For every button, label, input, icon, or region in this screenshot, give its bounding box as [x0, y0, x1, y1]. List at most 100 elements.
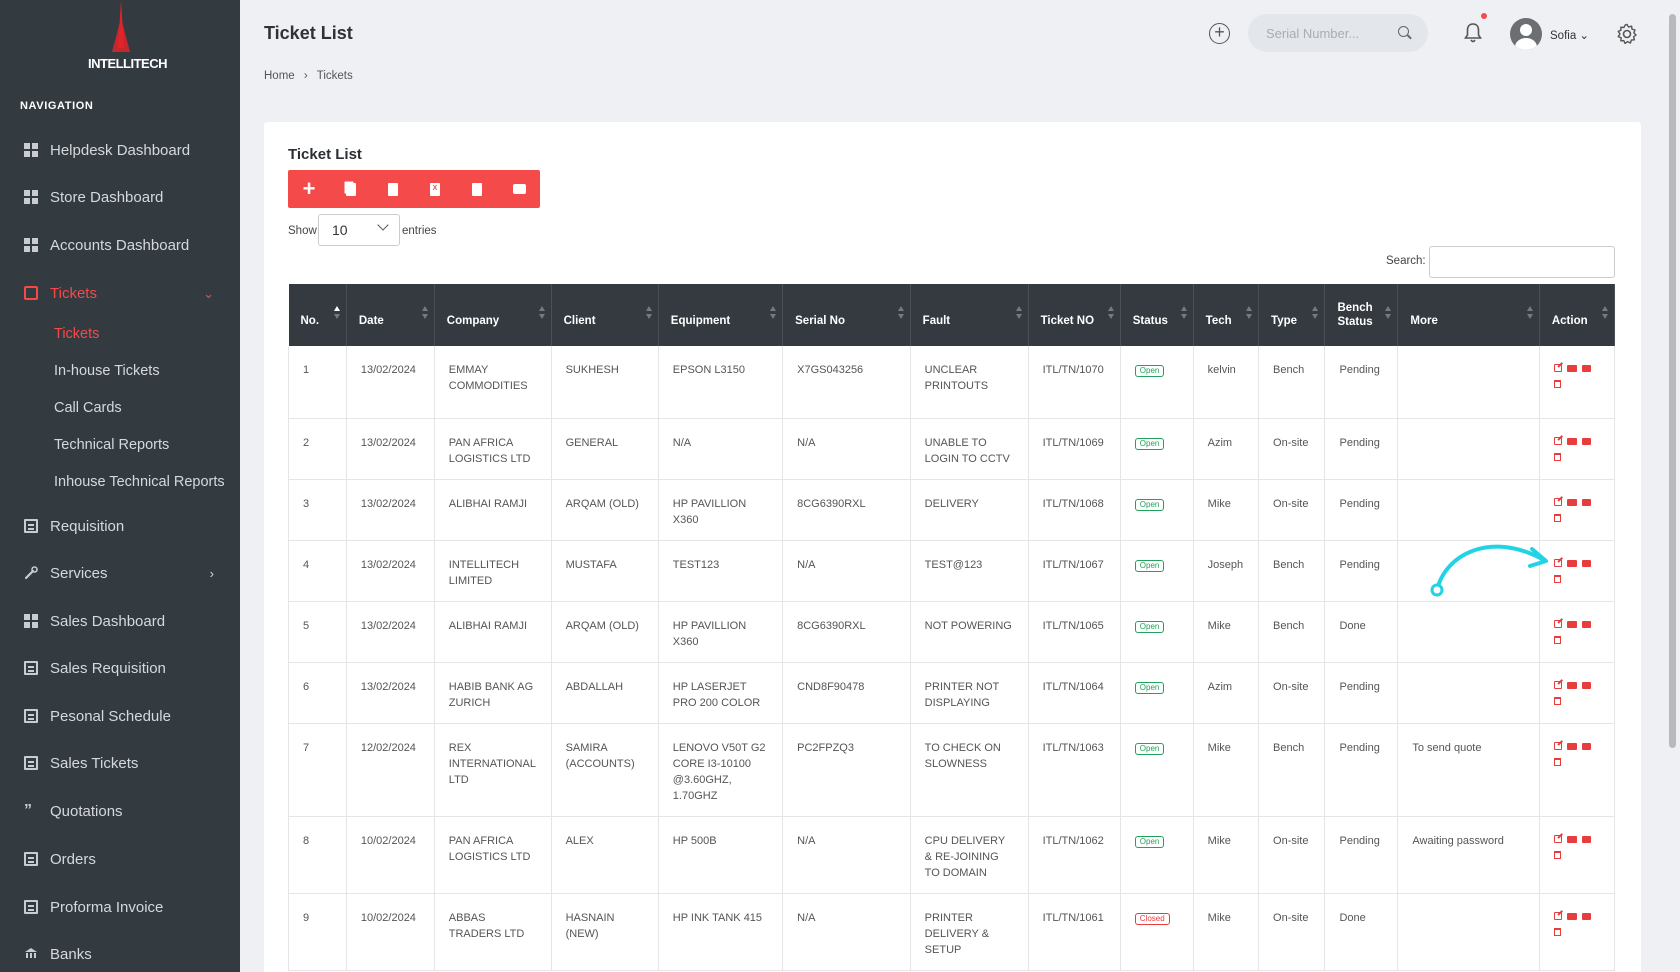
- sidebar-item-quotations[interactable]: ” Quotations: [0, 791, 240, 831]
- trash-icon[interactable]: [1553, 452, 1561, 461]
- truck-icon[interactable]: [1566, 742, 1577, 750]
- printer-icon[interactable]: [1581, 835, 1591, 843]
- edit-icon[interactable]: [1553, 364, 1562, 372]
- csv-button[interactable]: [372, 170, 414, 208]
- copy-button[interactable]: [330, 170, 372, 208]
- sidebar-subitem-tickets[interactable]: Tickets: [54, 326, 100, 342]
- table-row[interactable]: 7 12/02/2024 REX INTERNATIONAL LTD SAMIRA (…: [288, 723, 1616, 817]
- column-header-type[interactable]: Type: [1258, 284, 1326, 346]
- column-header-ticket-no[interactable]: Ticket NO: [1028, 284, 1121, 346]
- breadcrumb-home[interactable]: Home: [264, 70, 295, 82]
- cell-equipment: N/A: [658, 418, 784, 480]
- sidebar-subitem-inhouse-tickets[interactable]: In-house Tickets: [54, 363, 160, 379]
- trash-icon[interactable]: [1553, 757, 1561, 766]
- sidebar-item-accounts-dashboard[interactable]: Accounts Dashboard: [0, 225, 240, 265]
- printer-icon[interactable]: [1581, 912, 1591, 920]
- column-header-action[interactable]: Action: [1539, 284, 1616, 346]
- trash-icon[interactable]: [1553, 696, 1561, 705]
- trash-icon[interactable]: [1553, 513, 1561, 522]
- sidebar-subitem-call-cards[interactable]: Call Cards: [54, 400, 122, 416]
- sidebar-subitem-inhouse-technical-reports[interactable]: Inhouse Technical Reports: [54, 474, 225, 490]
- sidebar-item-sales-dashboard[interactable]: Sales Dashboard: [0, 601, 240, 641]
- intellitech-logo[interactable]: INTELLITECH: [88, 0, 168, 78]
- table-row[interactable]: 6 13/02/2024 HABIB BANK AG ZURICH ABDALLAH H…: [288, 662, 1616, 724]
- page-scrollbar[interactable]: [1669, 14, 1676, 748]
- sidebar-item-sales-requisition[interactable]: Sales Requisition: [0, 648, 240, 688]
- column-header-bench-status[interactable]: Bench Status: [1324, 284, 1399, 346]
- column-header-serial-no[interactable]: Serial No: [782, 284, 911, 346]
- table-row[interactable]: 5 13/02/2024 ALIBHAI RAMJI ARQAM (OLD) HP PA…: [288, 601, 1616, 663]
- bell-icon[interactable]: [1463, 22, 1483, 44]
- excel-button[interactable]: X: [414, 170, 456, 208]
- column-header-company[interactable]: Company: [434, 284, 552, 346]
- edit-icon[interactable]: [1553, 680, 1562, 689]
- table-row[interactable]: 3 13/02/2024 ALIBHAI RAMJI ARQAM (OLD) HP PA…: [288, 479, 1616, 541]
- trash-icon[interactable]: [1553, 635, 1561, 644]
- printer-icon[interactable]: [1581, 559, 1591, 567]
- truck-icon[interactable]: [1566, 498, 1577, 506]
- trash-icon[interactable]: [1553, 850, 1561, 859]
- truck-icon[interactable]: [1566, 437, 1577, 445]
- sidebar-item-requisition[interactable]: Requisition: [0, 506, 240, 546]
- truck-icon[interactable]: [1566, 835, 1577, 843]
- print-button[interactable]: [498, 170, 540, 208]
- sidebar-item-tickets[interactable]: Tickets ⌄: [0, 273, 240, 313]
- sidebar-item-helpdesk-dashboard[interactable]: Helpdesk Dashboard: [0, 130, 240, 170]
- column-header-equipment[interactable]: Equipment: [658, 284, 784, 346]
- cell-no: 2: [288, 418, 347, 480]
- gear-icon[interactable]: [1615, 22, 1639, 46]
- entries-select[interactable]: 10: [318, 214, 400, 246]
- serial-search-input[interactable]: [1248, 14, 1428, 52]
- printer-icon[interactable]: [1581, 498, 1591, 506]
- column-label: Company: [446, 315, 500, 327]
- truck-icon[interactable]: [1566, 620, 1577, 628]
- printer-icon[interactable]: [1581, 620, 1591, 628]
- truck-icon[interactable]: [1566, 681, 1577, 689]
- column-header-no[interactable]: No.: [288, 284, 347, 346]
- sidebar-item-services[interactable]: Services ›: [0, 553, 240, 593]
- table-row[interactable]: 1 13/02/2024 EMMAY COMMODITIES SUKHESH EPSON…: [288, 346, 1616, 419]
- edit-icon[interactable]: [1553, 911, 1562, 920]
- printer-icon[interactable]: [1581, 437, 1591, 445]
- sidebar-item-store-dashboard[interactable]: Store Dashboard: [0, 177, 240, 217]
- sidebar-item-sales-tickets[interactable]: Sales Tickets: [0, 743, 240, 783]
- column-header-client[interactable]: Client: [551, 284, 659, 346]
- column-header-status[interactable]: Status: [1120, 284, 1194, 346]
- sidebar-item-orders[interactable]: Orders: [0, 839, 240, 879]
- add-ticket-button[interactable]: +: [288, 170, 330, 208]
- edit-icon[interactable]: [1553, 497, 1562, 506]
- sidebar-item-proforma-invoice[interactable]: Proforma Invoice: [0, 887, 240, 927]
- table-search-input[interactable]: [1429, 246, 1615, 278]
- truck-icon[interactable]: [1566, 912, 1577, 920]
- avatar[interactable]: [1510, 18, 1542, 50]
- edit-icon[interactable]: [1553, 436, 1562, 445]
- table-row[interactable]: 2 13/02/2024 PAN AFRICA LOGISTICS LTD GENER…: [288, 418, 1616, 480]
- sidebar-subitem-technical-reports[interactable]: Technical Reports: [54, 437, 170, 453]
- cell-date: 12/02/2024: [346, 723, 435, 817]
- trash-icon[interactable]: [1553, 380, 1561, 388]
- printer-icon[interactable]: [1581, 742, 1591, 750]
- table-row[interactable]: 9 10/02/2024 ABBAS TRADERS LTD HASNAIN (NEW…: [288, 893, 1616, 971]
- sidebar-item-pesonal-schedule[interactable]: Pesonal Schedule: [0, 696, 240, 736]
- printer-icon[interactable]: [1581, 365, 1591, 372]
- sidebar-item-banks[interactable]: Banks: [0, 934, 240, 972]
- add-circle-icon[interactable]: +: [1209, 23, 1230, 44]
- table-row[interactable]: 4 13/02/2024 INTELLITECH LIMITED MUSTAFA TES…: [288, 540, 1616, 602]
- edit-icon[interactable]: [1553, 619, 1562, 628]
- column-header-more[interactable]: More: [1397, 284, 1540, 346]
- edit-icon[interactable]: [1553, 558, 1562, 567]
- trash-icon[interactable]: [1553, 927, 1561, 936]
- edit-icon[interactable]: [1553, 741, 1562, 750]
- truck-icon[interactable]: [1566, 559, 1577, 567]
- column-header-tech[interactable]: Tech: [1193, 284, 1260, 346]
- column-header-fault[interactable]: Fault: [910, 284, 1029, 346]
- column-header-date[interactable]: Date: [346, 284, 435, 346]
- edit-icon[interactable]: [1553, 834, 1562, 843]
- user-menu[interactable]: Sofia ⌄: [1550, 28, 1589, 42]
- pdf-button[interactable]: [456, 170, 498, 208]
- printer-icon[interactable]: [1581, 681, 1591, 689]
- trash-icon[interactable]: [1553, 574, 1561, 583]
- search-icon[interactable]: [1398, 26, 1409, 37]
- table-row[interactable]: 8 10/02/2024 PAN AFRICA LOGISTICS LTD ALEX H…: [288, 816, 1616, 894]
- truck-icon[interactable]: [1566, 365, 1577, 372]
